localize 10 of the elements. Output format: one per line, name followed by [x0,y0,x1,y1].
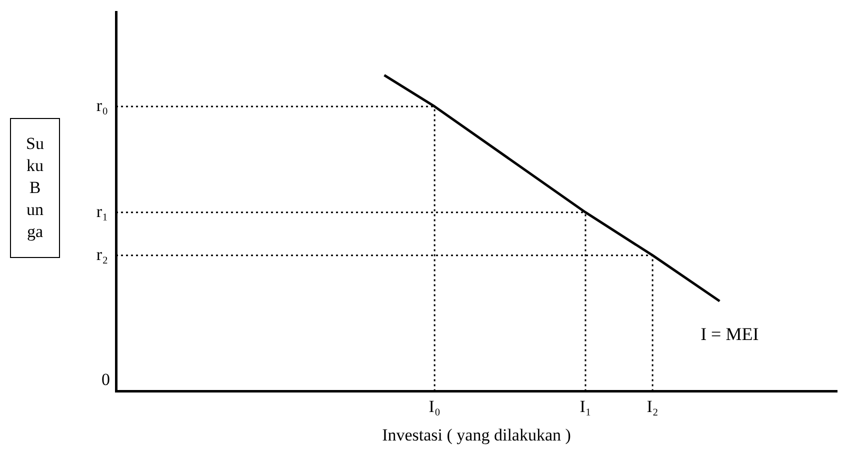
x-tick-label: I₁ [580,396,592,416]
annotation: I = MEI [700,324,759,344]
ref-line-label: r₀ [96,96,108,115]
x-axis-title: Investasi ( yang dilakukan ) [382,425,571,444]
y-axis-title: Su ku B un ga [10,118,60,258]
ref-line-label: r₁ [96,202,108,221]
x-tick-label: I₀ [428,396,440,416]
text: 0 [102,370,110,390]
ref-line-label: r₂ [96,244,108,264]
x-tick-label: I₂ [646,396,658,416]
